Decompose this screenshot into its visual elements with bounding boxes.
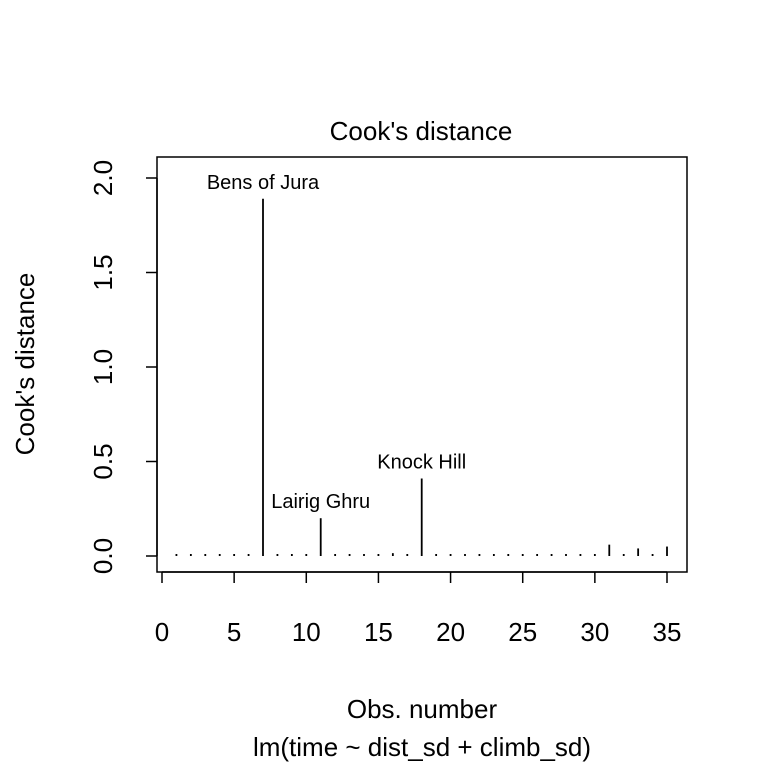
x-axis-sublabel: lm(time ~ dist_sd + climb_sd) bbox=[253, 732, 591, 762]
x-tick-label: 20 bbox=[436, 617, 465, 647]
x-tick-label: 10 bbox=[292, 617, 321, 647]
x-tick-label: 30 bbox=[580, 617, 609, 647]
point-annotations: Bens of Jura Lairig Ghru Knock Hill bbox=[207, 172, 466, 513]
x-axis-label: Obs. number bbox=[347, 694, 498, 724]
x-tick-label: 0 bbox=[155, 617, 169, 647]
annotation-label: Lairig Ghru bbox=[271, 491, 370, 513]
y-axis: 0.0 0.5 1.0 1.5 2.0 bbox=[88, 160, 158, 574]
y-tick-label: 0.0 bbox=[88, 538, 118, 574]
x-tick-label: 35 bbox=[653, 617, 682, 647]
x-axis: 0 5 10 15 20 25 30 35 bbox=[155, 571, 682, 647]
annotation-label: Knock Hill bbox=[377, 452, 466, 474]
y-tick-label: 1.0 bbox=[88, 349, 118, 385]
y-tick-label: 0.5 bbox=[88, 443, 118, 479]
y-tick-label: 1.5 bbox=[88, 254, 118, 290]
y-axis-label: Cook's distance bbox=[10, 273, 40, 456]
data-bars bbox=[175, 198, 668, 556]
x-tick-label: 5 bbox=[227, 617, 241, 647]
x-tick-label: 15 bbox=[364, 617, 393, 647]
chart-title: Cook's distance bbox=[330, 116, 513, 146]
y-tick-label: 2.0 bbox=[88, 160, 118, 196]
annotation-label: Bens of Jura bbox=[207, 172, 320, 194]
x-tick-label: 25 bbox=[508, 617, 537, 647]
